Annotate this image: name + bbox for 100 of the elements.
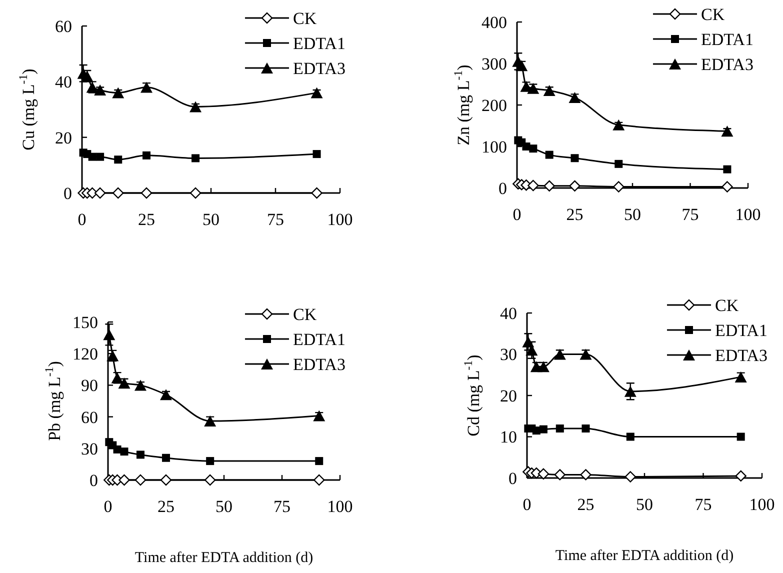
point <box>142 151 150 160</box>
legend-label: EDTA1 <box>293 330 346 349</box>
point <box>312 150 321 158</box>
point <box>522 142 530 150</box>
y-tick-label: 40 <box>55 72 72 92</box>
point <box>569 180 580 192</box>
point <box>624 471 636 482</box>
point <box>556 424 564 432</box>
y-tick-label: 20 <box>55 128 72 148</box>
point <box>192 154 200 162</box>
legend-label: EDTA3 <box>701 54 754 74</box>
point <box>570 154 579 162</box>
point <box>160 474 172 486</box>
point <box>735 470 746 482</box>
point <box>723 165 732 174</box>
point <box>624 386 636 397</box>
x-tick-label: 100 <box>327 210 353 229</box>
x-tick-label: 0 <box>522 495 532 514</box>
point <box>528 180 539 192</box>
y-tick-label: 0 <box>508 468 517 488</box>
y-tick-label: 400 <box>482 12 507 32</box>
y-tick-label: 300 <box>482 54 507 74</box>
point <box>614 160 623 168</box>
point <box>315 457 324 466</box>
x-tick-label: 50 <box>636 495 653 514</box>
point <box>162 454 170 462</box>
x-tick-label: 100 <box>327 497 353 516</box>
point <box>529 144 538 153</box>
y-tick-label: 90 <box>81 376 98 396</box>
point <box>311 187 322 199</box>
point <box>118 474 130 486</box>
point <box>204 474 216 486</box>
legend-label: EDTA3 <box>293 58 346 78</box>
point <box>140 187 152 199</box>
x-tick-label: 25 <box>577 495 594 514</box>
y-tick-label: 0 <box>64 184 72 203</box>
x-tick-label: 75 <box>267 210 284 229</box>
y-tick-label: 60 <box>55 16 72 36</box>
point <box>94 187 106 199</box>
point <box>722 181 733 192</box>
x-tick-label: 75 <box>694 495 712 514</box>
point <box>120 448 128 456</box>
point <box>545 150 554 159</box>
point <box>134 474 146 486</box>
point <box>613 181 624 192</box>
legend-label: EDTA1 <box>293 34 346 53</box>
x-tick-label: 50 <box>624 205 641 224</box>
y-tick-label: 100 <box>482 137 507 156</box>
x-tick-label: 50 <box>202 210 220 229</box>
x-tick-label: 25 <box>158 497 174 516</box>
legend-label: EDTA1 <box>701 30 754 49</box>
point <box>114 156 122 164</box>
x-tick-label: 75 <box>682 205 699 224</box>
point <box>86 187 98 199</box>
x-tick-label: 25 <box>138 210 155 229</box>
legend-label: EDTA3 <box>715 346 768 365</box>
point <box>582 424 590 432</box>
point <box>736 432 745 441</box>
y-tick-label: 40 <box>500 304 517 323</box>
y-tick-label: 0 <box>498 178 507 198</box>
x-tick-label: 50 <box>216 497 232 516</box>
point <box>112 187 124 199</box>
x-tick-label: 100 <box>749 495 775 514</box>
y-tick-label: 200 <box>482 96 507 115</box>
y-tick-label: 20 <box>500 386 517 406</box>
y-tick-label: 120 <box>72 344 98 364</box>
point <box>544 180 555 192</box>
point <box>626 432 634 441</box>
x-tick-label: 0 <box>104 497 112 516</box>
x-axis-title: Time after EDTA addition (d) <box>555 548 734 564</box>
y-tick-label: 30 <box>500 345 517 364</box>
legend-label: EDTA1 <box>715 320 768 340</box>
point <box>612 119 625 130</box>
point <box>314 474 325 486</box>
legend-label: EDTA3 <box>293 354 346 374</box>
point <box>538 468 550 480</box>
point <box>94 84 106 96</box>
point <box>96 152 104 161</box>
legend-label: CK <box>701 4 726 24</box>
legend-label: CK <box>293 8 318 28</box>
x-tick-label: 75 <box>274 497 290 516</box>
legend-label: CK <box>293 304 318 324</box>
point <box>721 126 734 137</box>
point <box>88 152 96 161</box>
point <box>539 425 548 434</box>
point <box>522 336 534 348</box>
point <box>580 469 592 480</box>
x-tick-label: 25 <box>566 205 584 224</box>
y-tick-label: 0 <box>90 470 98 490</box>
point <box>554 469 566 480</box>
y-tick-label: 150 <box>72 312 98 332</box>
y-tick-label: 30 <box>81 439 98 458</box>
point <box>103 329 116 340</box>
y-tick-label: 60 <box>81 408 98 427</box>
point <box>136 450 144 459</box>
legend-label: CK <box>715 296 740 315</box>
y-tick-label: 10 <box>500 428 517 447</box>
x-tick-label: 100 <box>735 205 761 224</box>
x-axis-title: Time after EDTA addition (d) <box>134 550 314 566</box>
point <box>206 457 214 466</box>
